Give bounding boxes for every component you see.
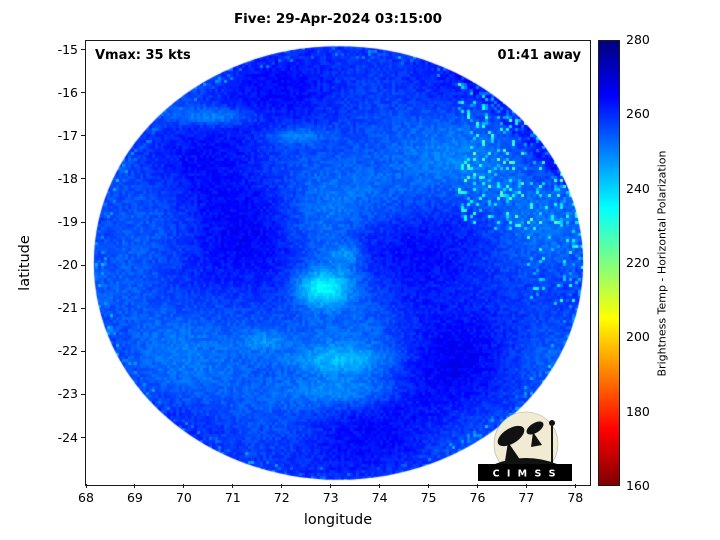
plot-title: Five: 29-Apr-2024 03:15:00 <box>233 11 443 27</box>
y-tick <box>81 393 85 395</box>
colorbar-tick-label: 240 <box>626 180 650 196</box>
logo-banner <box>478 464 572 481</box>
plot-area: Vmax: 35 kts 01:41 away C I M S S <box>85 40 591 486</box>
y-tick-label: -22 <box>57 343 78 359</box>
x-tick-label: 73 <box>322 490 339 505</box>
y-tick <box>81 221 85 223</box>
x-tick-label: 77 <box>518 490 535 505</box>
small-dish-icon <box>526 421 544 435</box>
eta-annotation: 01:41 away <box>497 48 581 63</box>
y-tick-label: -20 <box>57 257 78 273</box>
y-tick <box>81 178 85 180</box>
x-tick <box>183 484 185 488</box>
colorbar <box>598 40 620 486</box>
colorbar-tick-label: 200 <box>626 329 650 345</box>
y-tick <box>81 307 85 309</box>
x-tick <box>476 484 478 488</box>
y-tick-label: -23 <box>57 386 78 402</box>
storm-heatmap-canvas <box>86 41 590 485</box>
x-tick-label: 70 <box>175 490 192 505</box>
colorbar-tick-label: 160 <box>626 478 650 493</box>
y-tick <box>81 92 85 94</box>
y-tick-label: -19 <box>57 214 78 230</box>
x-tick-label: 75 <box>420 490 437 505</box>
cimss-logo-text: C I M S S <box>493 469 558 480</box>
y-tick-label: -17 <box>57 127 78 143</box>
y-tick-label: -21 <box>57 300 78 316</box>
radio-tower-top <box>549 420 555 426</box>
x-tick <box>232 484 234 488</box>
x-tick-label: 76 <box>469 490 486 505</box>
x-tick-label: 74 <box>371 490 388 505</box>
y-tick-label: -18 <box>57 170 78 186</box>
satellite-dish-stand <box>505 442 521 461</box>
colorbar-tick-label: 220 <box>626 255 650 270</box>
y-tick-label: -24 <box>57 429 78 445</box>
satellite-dish-icon <box>497 425 525 447</box>
x-tick-label: 72 <box>273 490 290 505</box>
y-tick-label: -16 <box>57 84 78 100</box>
x-tick-label: 69 <box>126 490 143 505</box>
x-tick-label: 68 <box>78 490 94 505</box>
y-tick <box>81 49 85 51</box>
y-tick <box>81 264 85 266</box>
vmax-annotation: Vmax: 35 kts <box>95 48 191 63</box>
x-tick <box>525 484 527 488</box>
y-tick <box>81 437 85 439</box>
x-tick <box>134 484 136 488</box>
y-tick <box>81 350 85 352</box>
y-tick-label: -15 <box>57 41 78 57</box>
y-axis-label: latitude <box>10 40 40 486</box>
x-tick <box>574 484 576 488</box>
y-axis-label-text: latitude <box>17 235 34 291</box>
x-tick <box>379 484 381 488</box>
x-tick-label: 71 <box>224 490 241 505</box>
colorbar-tick-label: 280 <box>626 32 650 47</box>
x-tick <box>85 484 87 488</box>
x-tick <box>281 484 283 488</box>
cimss-logo: C I M S S <box>478 411 572 481</box>
colorbar-tick-label: 180 <box>626 403 650 419</box>
x-tick <box>428 484 430 488</box>
x-axis-label: longitude <box>303 512 373 528</box>
colorbar-tick-label: 260 <box>626 106 650 122</box>
y-tick <box>81 135 85 137</box>
x-tick-label: 78 <box>567 490 584 505</box>
small-dish-stand <box>531 432 542 447</box>
x-tick <box>330 484 332 488</box>
